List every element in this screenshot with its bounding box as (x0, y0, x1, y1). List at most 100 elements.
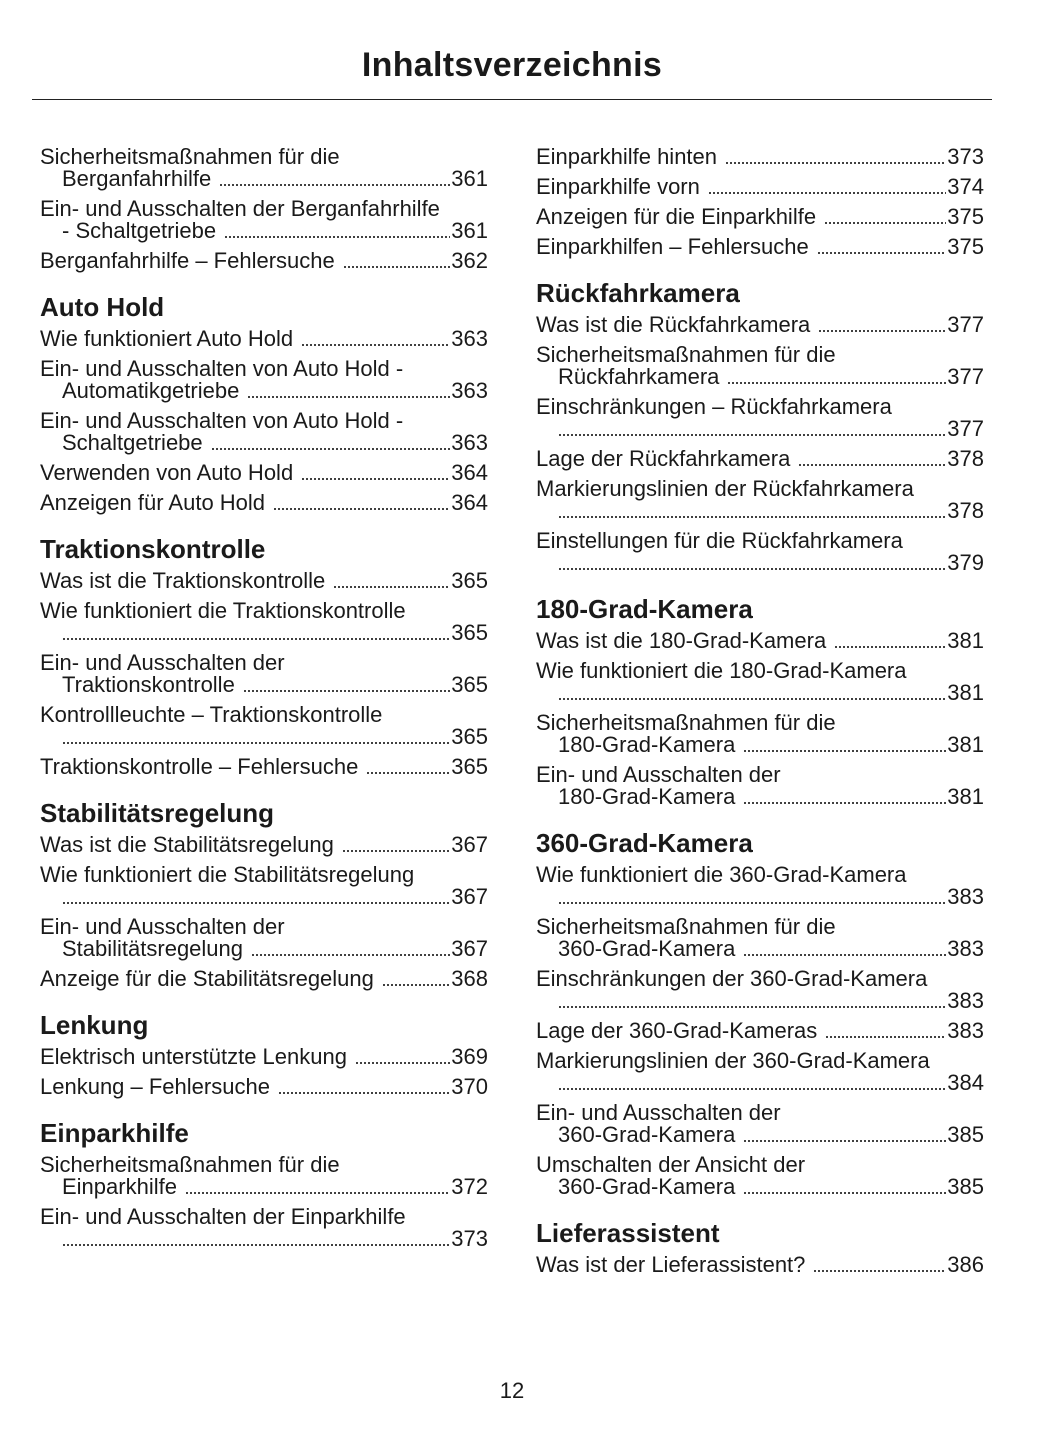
toc-entry[interactable]: Ein- und Ausschalten der Stabilitätsregel… (40, 916, 488, 960)
toc-entry[interactable]: Sicherheitsmaßnahmen für die Rückfahrkame… (536, 344, 984, 388)
entry-continuation: 360-Grad-Kamera 383 (536, 938, 984, 960)
toc-entry[interactable]: Ein- und Ausschalten der Einparkhilfe 373 (40, 1206, 488, 1250)
entry-continuation: 360-Grad-Kamera 385 (536, 1176, 984, 1198)
toc-entry[interactable]: Einparkhilfe vorn 374 (536, 176, 984, 198)
toc-entry[interactable]: Wie funktioniert die 360-Grad-Kamera 383 (536, 864, 984, 908)
entry-line: Lage der Rückfahrkamera 378 (536, 448, 984, 470)
toc-entry[interactable]: Ein- und Ausschalten der Berganfahrhilfe… (40, 198, 488, 242)
dot-leader (834, 643, 947, 649)
entry-title: Sicherheitsmaßnahmen für die (40, 1152, 340, 1177)
entry-title: Einschränkungen der 360-Grad-Kamera (536, 966, 928, 991)
entry-continuation: 373 (40, 1228, 488, 1250)
toc-entry[interactable]: Einparkhilfen – Fehlersuche 375 (536, 236, 984, 258)
toc-entry[interactable]: Sicherheitsmaßnahmen für die Berganfahrhi… (40, 146, 488, 190)
toc-entry[interactable]: Ein- und Ausschalten der Traktionskontrol… (40, 652, 488, 696)
entry-continuation: 365 (40, 622, 488, 644)
page-title: Inhaltsverzeichnis (361, 46, 663, 84)
toc-section: 360-Grad-Kamera Wie funktioniert die 360-… (536, 828, 984, 1198)
toc-entry[interactable]: Einschränkungen der 360-Grad-Kamera 383 (536, 968, 984, 1012)
entry-line: Lenkung – Fehlersuche 370 (40, 1076, 488, 1098)
dot-leader (816, 249, 947, 255)
entry-page: 365 (451, 754, 488, 779)
dot-leader (743, 1189, 947, 1195)
dot-leader (707, 189, 947, 195)
dot-leader (62, 899, 451, 905)
section-heading: Lenkung (40, 1010, 149, 1040)
toc-entry[interactable]: Anzeige für die Stabilitätsregelung 368 (40, 968, 488, 990)
entry-page: 379 (947, 550, 984, 575)
toc-entry[interactable]: Einparkhilfe hinten 373 (536, 146, 984, 168)
toc-entry[interactable]: Elektrisch unterstützte Lenkung 369 (40, 1046, 488, 1068)
entry-page: 378 (947, 498, 984, 523)
entry-line: Lage der 360-Grad-Kameras 383 (536, 1020, 984, 1042)
entry-title: Anzeige für die Stabilitätsregelung (40, 966, 374, 991)
toc-section: 180-Grad-Kamera Was ist die 180-Grad-Kame… (536, 594, 984, 808)
toc-entry[interactable]: Umschalten der Ansicht der 360-Grad-Kamer… (536, 1154, 984, 1198)
dot-leader (242, 687, 451, 693)
toc-section: Stabilitätsregelung Was ist die Stabilitä… (40, 798, 488, 990)
dot-leader (743, 799, 947, 805)
toc-entry[interactable]: Ein- und Ausschalten der 360-Grad-Kamera 3… (536, 1102, 984, 1146)
toc-entry[interactable]: Was ist die Stabilitätsregelung 367 (40, 834, 488, 856)
page-number: 12 (499, 1378, 525, 1403)
entry-title: Ein- und Ausschalten der (40, 650, 285, 675)
entry-title: Sicherheitsmaßnahmen für die (536, 710, 836, 735)
entry-title: Was ist die Traktionskontrolle (40, 568, 326, 593)
toc-entry[interactable]: Wie funktioniert Auto Hold 363 (40, 328, 488, 350)
entry-title-cont: 180-Grad-Kamera (558, 732, 736, 757)
entry-title: Wie funktioniert die Traktionskontrolle (40, 598, 406, 623)
toc-entry[interactable]: Kontrollleuchte – Traktionskontrolle 365 (40, 704, 488, 748)
toc-entry[interactable]: Markierungslinien der Rückfahrkamera 378 (536, 478, 984, 522)
entry-page: 365 (451, 568, 488, 593)
dot-leader (301, 341, 451, 347)
entry-page: 381 (947, 628, 984, 653)
toc-entry[interactable]: Wie funktioniert die 180-Grad-Kamera 381 (536, 660, 984, 704)
entry-title: Traktionskontrolle – Fehlersuche (40, 754, 359, 779)
toc-entry[interactable]: Was ist die Rückfahrkamera 377 (536, 314, 984, 336)
entry-page: 368 (451, 966, 488, 991)
entry-page: 367 (451, 884, 488, 909)
toc-entry[interactable]: Was ist die 180-Grad-Kamera 381 (536, 630, 984, 652)
toc-entry[interactable]: Wie funktioniert die Stabilitätsregelung… (40, 864, 488, 908)
toc-column-left: Sicherheitsmaßnahmen für die Berganfahrhi… (40, 146, 488, 1270)
toc-entry[interactable]: Was ist die Traktionskontrolle 365 (40, 570, 488, 592)
entry-page: 363 (451, 326, 488, 351)
toc-entry[interactable]: Sicherheitsmaßnahmen für die Einparkhilfe… (40, 1154, 488, 1198)
toc-entry[interactable]: Wie funktioniert die Traktionskontrolle 3… (40, 600, 488, 644)
entry-continuation: 383 (536, 886, 984, 908)
toc-entry[interactable]: Ein- und Ausschalten von Auto Hold - Auto… (40, 358, 488, 402)
toc-entry[interactable]: Verwenden von Auto Hold 364 (40, 462, 488, 484)
toc-entry[interactable]: Berganfahrhilfe – Fehlersuche 362 (40, 250, 488, 272)
toc-entry[interactable]: Lenkung – Fehlersuche 370 (40, 1076, 488, 1098)
toc-entry[interactable]: Ein- und Ausschalten von Auto Hold - Scha… (40, 410, 488, 454)
toc-entry[interactable]: Einschränkungen – Rückfahrkamera 377 (536, 396, 984, 440)
toc-entry[interactable]: Ein- und Ausschalten der 180-Grad-Kamera 3… (536, 764, 984, 808)
entry-title: Anzeigen für Auto Hold (40, 490, 266, 515)
entry-line: Was ist die Stabilitätsregelung 367 (40, 834, 488, 856)
entry-page: 381 (947, 680, 984, 705)
dot-leader (813, 1267, 947, 1273)
toc-entry[interactable]: Lage der 360-Grad-Kameras 383 (536, 1020, 984, 1042)
entry-title: Sicherheitsmaßnahmen für die (536, 914, 836, 939)
dot-leader (184, 1189, 451, 1195)
dot-leader (558, 695, 947, 701)
entry-page: 381 (947, 732, 984, 757)
toc-entry[interactable]: Anzeigen für Auto Hold 364 (40, 492, 488, 514)
entry-title-cont: Automatikgetriebe (62, 378, 240, 403)
toc-entry[interactable]: Traktionskontrolle – Fehlersuche 365 (40, 756, 488, 778)
toc-section: Lenkung Elektrisch unterstützte Lenkung 36… (40, 1010, 488, 1098)
toc-entry[interactable]: Sicherheitsmaßnahmen für die 180-Grad-Kam… (536, 712, 984, 756)
toc-entry[interactable]: Sicherheitsmaßnahmen für die 360-Grad-Kam… (536, 916, 984, 960)
entry-title-cont: Stabilitätsregelung (62, 936, 244, 961)
toc-entry[interactable]: Lage der Rückfahrkamera 378 (536, 448, 984, 470)
entry-title-cont: Schaltgetriebe (62, 430, 203, 455)
entry-title-cont: - Schaltgetriebe (62, 218, 217, 243)
toc-entry[interactable]: Was ist der Lieferassistent? 386 (536, 1254, 984, 1276)
entry-page: 383 (947, 988, 984, 1013)
toc-entry[interactable]: Anzeigen für die Einparkhilfe 375 (536, 206, 984, 228)
toc-entry[interactable]: Markierungslinien der 360-Grad-Kamera 384 (536, 1050, 984, 1094)
entry-page: 361 (451, 218, 488, 243)
dot-leader (342, 263, 451, 269)
toc-entry[interactable]: Einstellungen für die Rückfahrkamera 379 (536, 530, 984, 574)
entry-title: Wie funktioniert die 360-Grad-Kamera (536, 862, 907, 887)
